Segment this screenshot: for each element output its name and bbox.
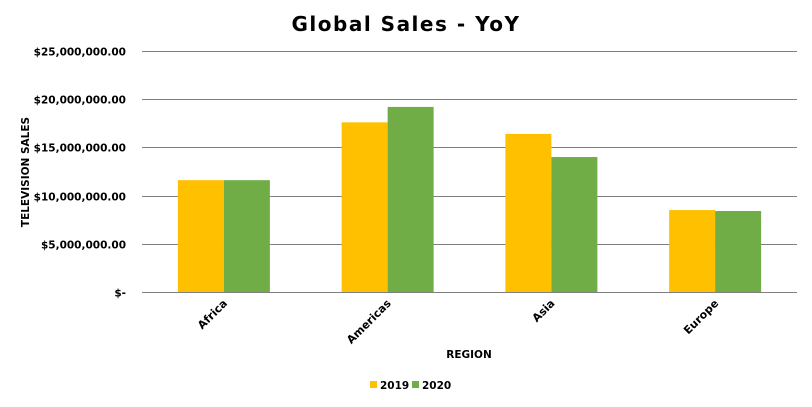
chart-title: Global Sales - YoY <box>292 12 521 36</box>
x-tick-label: Africa <box>195 297 230 332</box>
legend-swatch-2020 <box>412 381 419 388</box>
y-tick-label: $15,000,000.00 <box>34 143 126 155</box>
legend-swatch-2019 <box>370 381 377 388</box>
bar-asia-2019 <box>505 133 552 292</box>
bar-americas-2019 <box>341 122 388 292</box>
y-tick-label: $20,000,000.00 <box>34 95 126 107</box>
legend-label-2019: 2019 <box>380 380 409 392</box>
y-axis-label: TELEVISION SALES <box>20 117 32 227</box>
bars <box>177 106 762 292</box>
y-axis-ticks: $- $5,000,000.00 $10,000,000.00 $15,000,000… <box>34 47 126 300</box>
x-axis-label: REGION <box>446 349 492 361</box>
x-tick-label: Americas <box>344 297 394 347</box>
legend: 2019 2020 <box>370 380 451 392</box>
y-tick-label: $25,000,000.00 <box>34 47 126 59</box>
bar-africa-2019 <box>177 180 224 292</box>
x-tick-label: Europe <box>681 297 721 337</box>
bar-asia-2020 <box>551 157 598 292</box>
bar-europe-2020 <box>715 211 762 292</box>
bar-americas-2020 <box>387 106 434 292</box>
y-tick-label: $5,000,000.00 <box>41 240 126 252</box>
y-tick-label: $- <box>114 288 126 300</box>
x-axis-ticks: Africa Americas Asia Europe <box>195 297 721 347</box>
y-tick-label: $10,000,000.00 <box>34 192 126 204</box>
bar-africa-2020 <box>223 180 270 292</box>
legend-label-2020: 2020 <box>422 380 451 392</box>
bar-europe-2019 <box>669 210 716 292</box>
x-tick-label: Asia <box>530 297 558 325</box>
